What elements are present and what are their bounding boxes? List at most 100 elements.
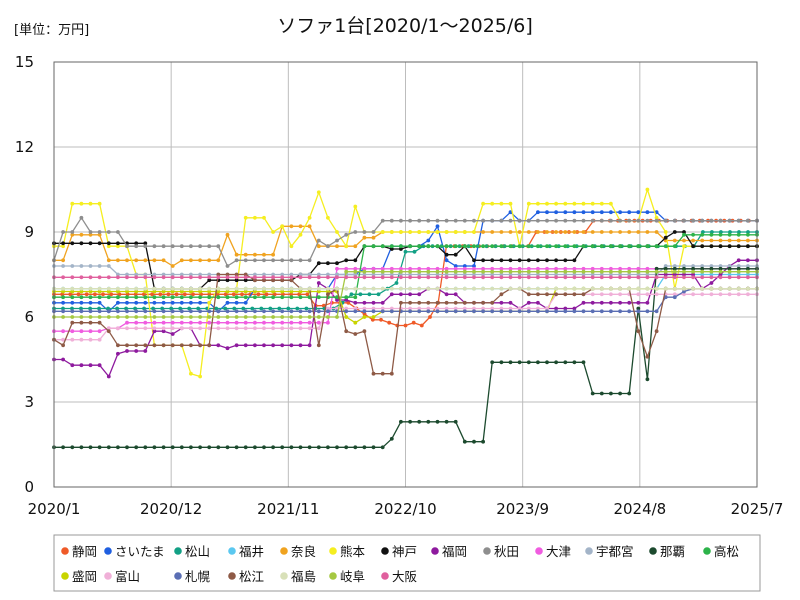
data-point — [727, 244, 732, 249]
data-point — [234, 309, 239, 314]
data-point — [746, 286, 750, 291]
data-point — [170, 343, 175, 348]
series-富山 — [52, 292, 759, 342]
data-point — [481, 258, 485, 263]
data-point — [335, 244, 339, 249]
data-point — [654, 218, 659, 223]
data-point — [654, 269, 659, 274]
data-point — [636, 244, 641, 249]
data-point — [116, 315, 120, 319]
data-point — [599, 244, 604, 249]
data-point — [116, 295, 120, 300]
data-point — [316, 286, 321, 291]
data-point — [70, 306, 74, 311]
data-point — [526, 306, 531, 311]
data-point — [353, 332, 358, 336]
data-point — [636, 329, 641, 334]
data-point — [143, 286, 148, 291]
data-point — [198, 295, 203, 300]
data-point — [225, 315, 230, 319]
data-point — [316, 343, 321, 348]
data-point — [97, 264, 102, 268]
data-point — [599, 309, 604, 314]
data-point — [353, 266, 358, 271]
data-point — [380, 371, 385, 376]
data-point — [746, 264, 750, 268]
data-point — [97, 363, 102, 368]
data-point — [264, 292, 269, 297]
data-point — [225, 309, 230, 314]
data-point — [663, 269, 668, 274]
data-point — [453, 272, 458, 277]
data-point — [170, 309, 175, 314]
data-point — [609, 286, 613, 291]
data-point — [554, 244, 558, 249]
data-point — [289, 272, 294, 277]
data-point — [362, 272, 367, 277]
data-point — [150, 292, 155, 297]
data-point — [134, 244, 139, 249]
data-point — [408, 266, 412, 271]
series-札幌 — [52, 286, 759, 314]
data-point — [481, 266, 485, 271]
data-point — [672, 275, 677, 280]
data-point — [88, 329, 93, 334]
data-point — [335, 230, 339, 234]
data-point — [636, 230, 641, 234]
data-point — [444, 252, 449, 257]
data-point — [380, 445, 385, 450]
data-point — [508, 300, 513, 305]
data-point — [554, 230, 558, 234]
legend-item-神戸: 神戸 — [381, 544, 417, 559]
data-point — [736, 275, 741, 280]
data-point — [174, 292, 179, 297]
data-point — [116, 326, 120, 331]
data-point — [554, 309, 558, 314]
data-point — [380, 309, 385, 314]
data-point — [259, 306, 264, 311]
data-point — [97, 300, 102, 305]
data-point — [335, 275, 339, 280]
data-point — [179, 309, 184, 314]
data-point — [152, 286, 157, 291]
data-point — [88, 315, 93, 319]
data-point — [234, 289, 239, 294]
data-point — [472, 258, 476, 263]
data-point — [125, 349, 129, 353]
data-point — [654, 275, 659, 280]
data-point — [307, 286, 312, 291]
data-point — [225, 272, 230, 277]
data-point — [316, 326, 321, 331]
data-point — [225, 445, 230, 450]
data-point — [490, 360, 495, 365]
data-point — [326, 244, 330, 249]
data-point — [198, 286, 203, 291]
data-point — [216, 289, 221, 294]
data-point — [490, 275, 495, 280]
data-point — [298, 289, 303, 294]
data-point — [590, 300, 595, 305]
data-point — [243, 300, 248, 305]
y-tick-label: 15 — [15, 53, 34, 71]
data-point — [691, 272, 695, 277]
data-point — [462, 244, 467, 249]
data-point — [590, 244, 595, 249]
data-point — [517, 230, 522, 234]
data-point — [88, 232, 93, 237]
data-point — [426, 306, 431, 311]
data-point — [289, 292, 293, 297]
data-point — [161, 300, 166, 305]
data-point — [590, 309, 595, 314]
data-point — [125, 272, 129, 277]
data-point — [627, 244, 632, 249]
data-point — [253, 445, 257, 450]
data-point — [645, 187, 650, 192]
data-point — [198, 300, 203, 305]
data-point — [472, 264, 476, 268]
data-point — [746, 258, 750, 263]
legend-marker — [381, 547, 389, 555]
data-point — [271, 289, 275, 294]
data-point — [353, 286, 358, 291]
data-point — [727, 286, 732, 291]
data-point — [609, 269, 613, 274]
